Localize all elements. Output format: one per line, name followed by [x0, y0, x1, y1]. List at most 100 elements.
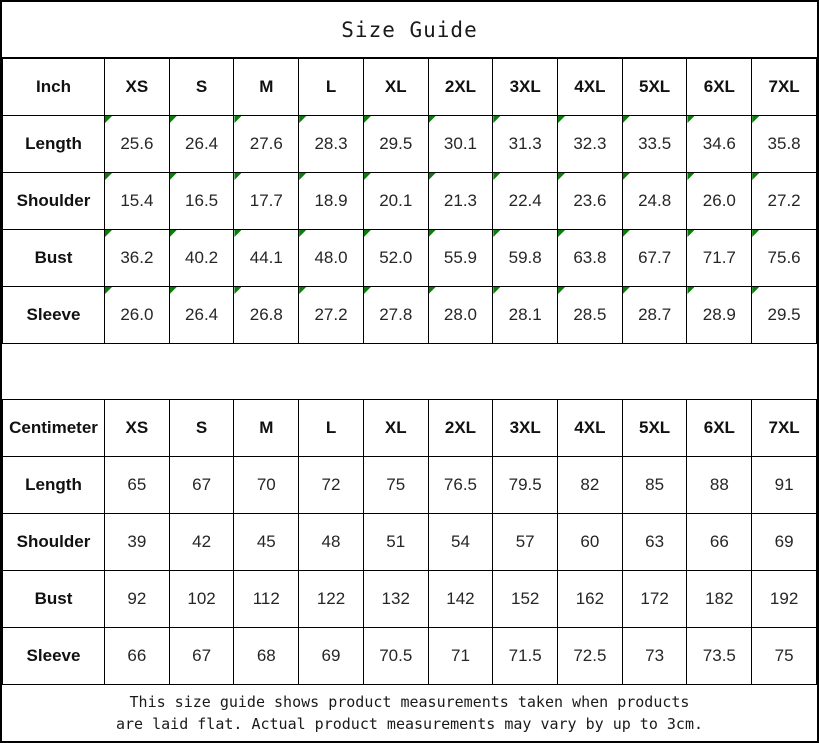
measurement-value-cell: 112: [233, 570, 300, 628]
green-corner-marker-icon: [170, 116, 177, 123]
measurement-value-cell-text: 102: [187, 589, 216, 608]
measurement-value-cell-text: 72: [321, 475, 341, 494]
row-label-cell-text: Bust: [34, 589, 73, 608]
measurement-value-cell: 54: [427, 513, 494, 571]
measurement-value-cell-text: 40.2: [185, 248, 219, 267]
measurement-value-cell: 30.1: [427, 115, 494, 173]
measurement-value-cell-text: 75: [386, 475, 406, 494]
measurement-value-cell: 85: [621, 456, 688, 514]
measurement-value-cell-text: 27.8: [379, 305, 413, 324]
measurement-value-cell: 44.1: [233, 229, 300, 287]
measurement-value-cell: 76.5: [427, 456, 494, 514]
measurement-value-cell: 91: [751, 456, 817, 514]
measurement-value-cell: 67: [168, 456, 235, 514]
measurement-value-cell-text: 26.0: [120, 305, 154, 324]
measurement-value-cell-text: 28.1: [508, 305, 542, 324]
measurement-value-cell-text: 24.8: [638, 191, 672, 210]
size-column-header: 6XL: [686, 58, 753, 116]
measurement-value-cell: 28.3: [298, 115, 364, 173]
measurement-value-cell-text: 27.2: [314, 305, 348, 324]
green-corner-marker-icon: [493, 287, 501, 294]
measurement-value-cell: 35.8: [751, 115, 817, 173]
size-column-header-text: M: [259, 77, 274, 96]
measurement-value-cell-text: 152: [510, 589, 540, 608]
size-column-header-text: 5XL: [639, 418, 671, 437]
row-label-cell-text: Sleeve: [26, 646, 81, 665]
measurement-value-cell: 66: [686, 513, 753, 571]
size-column-header-text: 3XL: [509, 77, 541, 96]
green-corner-marker-icon: [234, 116, 242, 123]
measurement-value-cell: 75: [362, 456, 429, 514]
measurement-value-cell-text: 55.9: [443, 248, 477, 267]
measurement-value-cell: 57: [492, 513, 559, 571]
green-corner-marker-icon: [752, 173, 760, 180]
measurement-value-cell-text: 18.9: [314, 191, 348, 210]
size-column-header: XS: [104, 58, 170, 116]
size-column-header-text: 2XL: [444, 77, 477, 96]
measurement-row: Length 25.6 26.4 27.6 28.3 29.5 30.1 31.3 32.3 33…: [2, 115, 817, 173]
size-column-header: L: [298, 399, 364, 457]
size-column-header-text: L: [325, 77, 337, 96]
measurement-value-cell-text: 48: [321, 532, 341, 551]
row-label-cell: Bust: [2, 229, 105, 287]
measurement-value-cell-text: 48.0: [314, 248, 348, 267]
size-column-header-text: 4XL: [574, 77, 606, 96]
measurement-value-cell-text: 33.5: [638, 134, 672, 153]
green-corner-marker-icon: [299, 116, 307, 123]
measurement-value-cell-text: 21.3: [443, 191, 477, 210]
measurement-value-cell: 52.0: [362, 229, 429, 287]
size-column-header: M: [233, 58, 300, 116]
row-label-cell-text: Length: [25, 134, 82, 153]
measurement-value-cell: 142: [427, 570, 494, 628]
measurement-value-cell: 63.8: [557, 229, 623, 287]
measurement-value-cell-text: 69: [321, 646, 341, 665]
row-label-cell-text: Shoulder: [16, 532, 91, 551]
measurement-value-cell-text: 39: [127, 532, 147, 551]
measurement-value-cell: 24.8: [621, 172, 688, 230]
measurement-value-cell-text: 88: [709, 475, 729, 494]
measurement-value-cell-text: 70: [256, 475, 276, 494]
measurement-value-cell: 16.5: [168, 172, 235, 230]
measurement-value-cell: 59.8: [492, 229, 559, 287]
measurement-value-cell-text: 28.0: [443, 305, 477, 324]
measurement-value-cell: 162: [557, 570, 623, 628]
green-corner-marker-icon: [623, 230, 630, 237]
measurement-value-cell: 18.9: [298, 172, 364, 230]
measurement-value-cell: 65: [104, 456, 170, 514]
measurement-value-cell-text: 66: [127, 646, 147, 665]
measurement-value-cell-text: 29.5: [767, 305, 801, 324]
size-column-header-text: S: [195, 77, 208, 96]
measurement-value-cell: 17.7: [233, 172, 300, 230]
measurement-row: Shoulder 15.4 16.5 17.7 18.9 20.1 21.3 22.4 23.6…: [2, 172, 817, 230]
size-column-header: 6XL: [686, 399, 753, 457]
measurement-value-cell: 92: [104, 570, 170, 628]
green-corner-marker-icon: [299, 287, 307, 294]
measurement-value-cell-text: 63.8: [573, 248, 607, 267]
measurement-value-cell-text: 59.8: [508, 248, 542, 267]
measurement-value-cell: 67.7: [621, 229, 688, 287]
measurement-value-cell: 31.3: [492, 115, 559, 173]
measurement-value-cell-text: 63: [645, 532, 665, 551]
size-header-row: Inch XS S M L XL 2XL 3XL 4XL 5XL 6XL 7XL: [2, 58, 817, 116]
measurement-value-cell: 73.5: [686, 627, 753, 685]
measurement-value-cell: 69: [751, 513, 817, 571]
measurement-value-cell-text: 36.2: [120, 248, 154, 267]
size-column-header: 5XL: [621, 399, 688, 457]
size-column-header: 2XL: [427, 58, 494, 116]
green-corner-marker-icon: [558, 116, 566, 123]
measurement-value-cell-text: 162: [575, 589, 605, 608]
green-corner-marker-icon: [429, 116, 436, 123]
measurement-value-cell: 20.1: [362, 172, 429, 230]
measurement-value-cell: 192: [751, 570, 817, 628]
green-corner-marker-icon: [623, 287, 630, 294]
table-separator: [2, 344, 817, 399]
measurement-value-cell-text: 70.5: [379, 646, 413, 665]
measurement-value-cell: 21.3: [427, 172, 494, 230]
measurement-value-cell-text: 73.5: [702, 646, 736, 665]
measurement-value-cell: 68: [233, 627, 300, 685]
measurement-value-cell: 73: [621, 627, 688, 685]
measurement-value-cell-text: 79.5: [508, 475, 542, 494]
centimeter-size-table: Centimeter XS S M L XL 2XL 3XL 4XL 5XL 6XL 7XL Lengt…: [2, 399, 817, 685]
measurement-value-cell-text: 51: [386, 532, 406, 551]
